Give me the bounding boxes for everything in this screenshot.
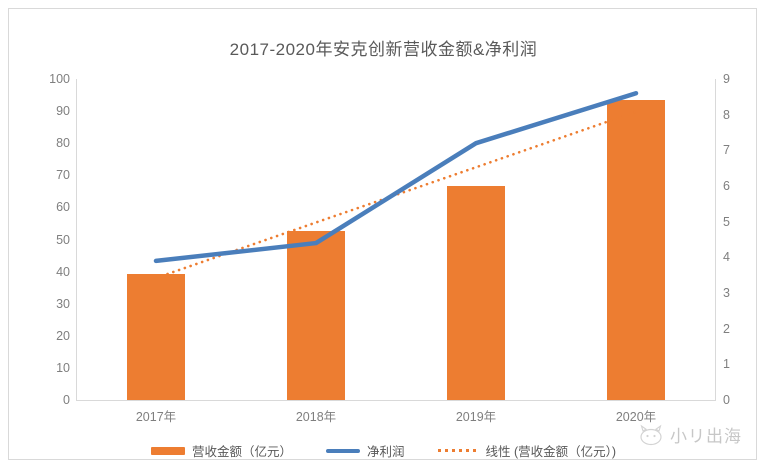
- chart-title: 2017-2020年安克创新营收金额&净利润: [229, 40, 538, 59]
- y-axis-left-tick-label: 10: [56, 360, 70, 375]
- line-series-layer: [153, 91, 639, 280]
- y-axis-left-tick-label: 50: [56, 232, 70, 247]
- y-axis-left-tick-label: 100: [49, 72, 70, 86]
- y-axis-left-tick-label: 80: [56, 136, 70, 151]
- legend-item[interactable]: 线性 (营收金额（亿元）): [438, 441, 616, 460]
- y-axis-left-tick-label: 90: [56, 104, 70, 119]
- x-axis-tick-label: 2017年: [135, 410, 177, 424]
- y-axis-right-tick-label: 8: [723, 107, 730, 122]
- chart-container: 2017-2020年安克创新营收金额&净利润 0 10 20 30 40 50 60 70 80…: [8, 8, 757, 460]
- y-axis-right-tick-label: 9: [723, 72, 730, 86]
- bar: [607, 99, 665, 400]
- y-axis-right-tick-label: 6: [723, 179, 730, 193]
- y-axis-right-tick-label: 0: [723, 393, 730, 407]
- y-axis-right-line: [715, 79, 716, 400]
- y-axis-right-tick-label: 3: [723, 286, 730, 300]
- x-axis-tick-label: 2018年: [295, 410, 337, 424]
- y-axis-left-tick-label: 40: [56, 264, 70, 279]
- y-axis-left-tick-label: 0: [63, 393, 70, 407]
- x-axis-tick-label: 2020年: [615, 410, 657, 424]
- dotted-swatch-icon: [438, 449, 479, 452]
- y-axis-left-line: [76, 79, 77, 400]
- line-swatch-icon: [325, 448, 360, 453]
- legend-item-label: 净利润: [366, 445, 405, 459]
- net-profit-line-path: [153, 91, 639, 264]
- y-axis-left-tick-label: 70: [56, 168, 70, 183]
- bar: [127, 273, 185, 400]
- legend-item-label: 线性 (营收金额（亿元）): [485, 445, 617, 459]
- y-axis-right-tick-label: 2: [723, 321, 730, 336]
- watermark: 小リ出海: [638, 422, 742, 447]
- y-axis-right-tick-label: 4: [723, 250, 730, 265]
- bar: [447, 185, 505, 400]
- y-axis-right-tick-label: 7: [723, 143, 730, 158]
- legend-item[interactable]: 净利润: [325, 441, 405, 460]
- y-axis-right-tick-label: 5: [723, 214, 730, 229]
- chart-legend: 营收金额（亿元） 净利润 线性 (营收金额（亿元）): [9, 441, 758, 460]
- x-axis-tick-label: 2019年: [455, 410, 497, 424]
- y-axis-left-tick-label: 20: [56, 328, 70, 343]
- watermark-text: 小リ出海: [670, 427, 742, 446]
- legend-item[interactable]: 营收金额（亿元）: [150, 441, 292, 460]
- y-axis-right-tick-label: 1: [723, 357, 730, 372]
- legend-item-label: 营收金额（亿元）: [191, 445, 292, 459]
- plot-area: 0 10 20 30 40 50 60 70 80 90 100 0 1 2 3 4 5 6 7 8 9 2017年 2…: [49, 72, 730, 424]
- bar: [287, 231, 345, 400]
- y-axis-left-tick-label: 60: [56, 200, 70, 215]
- bar-swatch-icon: [150, 446, 185, 455]
- y-axis-left-tick-label: 30: [56, 296, 70, 311]
- x-axis-line: [76, 400, 716, 401]
- cat-face-icon: [640, 424, 662, 445]
